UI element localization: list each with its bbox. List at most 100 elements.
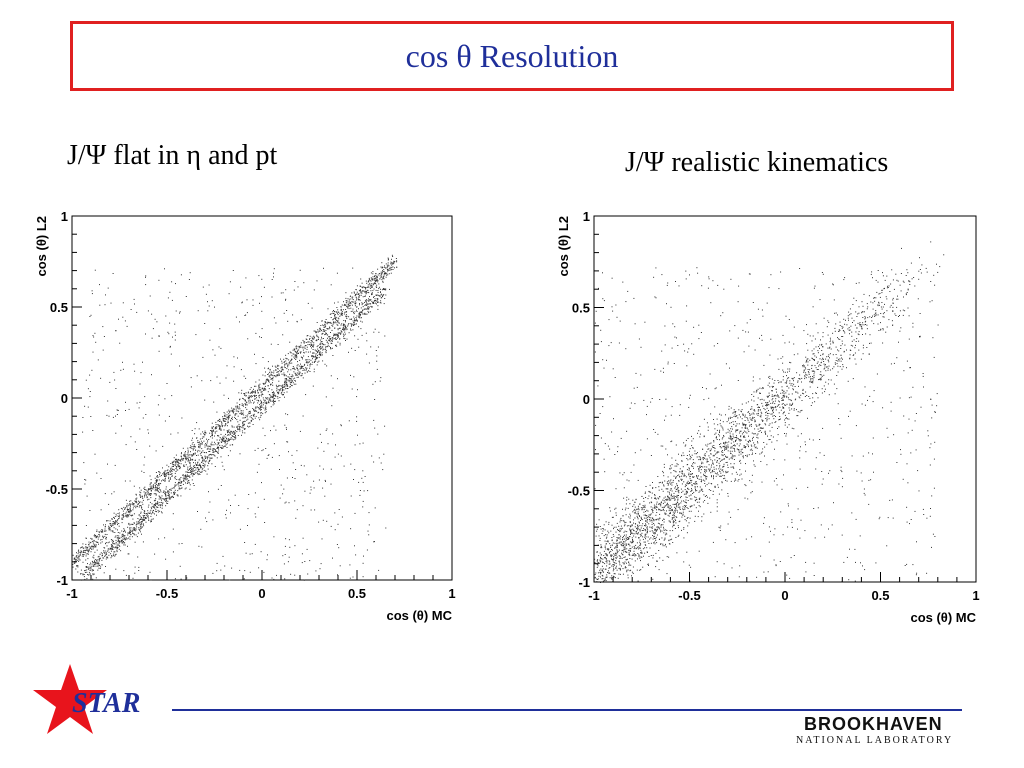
left-band1-point bbox=[391, 264, 393, 266]
right-background-point bbox=[906, 463, 908, 465]
right-background-point bbox=[693, 326, 695, 328]
right-band1-point bbox=[674, 511, 676, 513]
left-band1-point bbox=[173, 457, 175, 459]
left-band1-point bbox=[242, 405, 244, 407]
left-background-point bbox=[194, 428, 196, 430]
left-background-point bbox=[263, 571, 265, 573]
left-band1-point bbox=[191, 447, 193, 449]
left-background-point bbox=[125, 410, 126, 411]
left-band1-point bbox=[130, 500, 132, 502]
left-background-point bbox=[316, 280, 318, 282]
right-background-point bbox=[619, 472, 621, 474]
left-band1-point bbox=[90, 537, 92, 539]
left-background-point bbox=[239, 569, 241, 571]
left-band1-point bbox=[236, 402, 238, 404]
left-band1-point bbox=[125, 507, 126, 509]
right-background-point bbox=[838, 483, 840, 485]
right-background-point bbox=[865, 333, 867, 335]
right-background-point bbox=[933, 356, 935, 358]
left-band2-point bbox=[185, 477, 187, 479]
left-band1-point bbox=[316, 335, 318, 337]
right-background-point bbox=[872, 437, 874, 439]
right-band1-point bbox=[616, 556, 618, 558]
left-band1-point bbox=[117, 524, 118, 526]
left-band1-point bbox=[225, 418, 227, 420]
left-band1-point bbox=[166, 472, 168, 474]
right-band1-point bbox=[710, 442, 712, 444]
right-background-point bbox=[708, 276, 710, 278]
left-band1-point bbox=[387, 270, 389, 272]
left-background-point bbox=[130, 309, 132, 310]
left-background-point bbox=[230, 512, 231, 514]
right-background-point bbox=[899, 397, 901, 399]
right-background-point bbox=[855, 282, 857, 284]
left-background-point bbox=[172, 551, 174, 553]
left-band1-point bbox=[144, 486, 146, 488]
left-background-point bbox=[366, 549, 368, 551]
left-background-point bbox=[133, 298, 135, 300]
left-band2-point bbox=[217, 451, 219, 453]
right-background-point bbox=[685, 278, 687, 280]
left-background-point bbox=[310, 489, 312, 491]
left-band1-point bbox=[382, 280, 384, 282]
left-band1-point bbox=[248, 395, 250, 397]
left-band1-point bbox=[226, 414, 228, 416]
left-background-point bbox=[132, 530, 134, 532]
left-band2-point bbox=[239, 426, 241, 428]
left-band1-point bbox=[128, 514, 130, 515]
left-background-point bbox=[374, 399, 376, 400]
right-background-point bbox=[634, 403, 636, 405]
left-band1-point bbox=[106, 520, 108, 522]
left-background-point bbox=[139, 383, 141, 385]
left-band1-point bbox=[383, 273, 385, 274]
right-background-point bbox=[805, 444, 806, 446]
left-background-point bbox=[322, 519, 324, 521]
left-background-point bbox=[95, 341, 97, 343]
left-band1-point bbox=[164, 476, 165, 477]
left-band1-point bbox=[355, 289, 357, 290]
left-background-point bbox=[315, 570, 317, 572]
left-background-point bbox=[273, 578, 275, 580]
right-background-point bbox=[882, 275, 884, 277]
right-background-point bbox=[646, 438, 648, 440]
left-band1-point bbox=[154, 484, 156, 486]
right-background-point bbox=[840, 469, 842, 471]
right-background-point bbox=[602, 298, 604, 300]
left-band1-point bbox=[165, 476, 166, 478]
left-background-point bbox=[288, 369, 290, 371]
right-background-point bbox=[657, 433, 659, 435]
left-band1-point bbox=[245, 404, 247, 406]
right-background-point bbox=[676, 552, 678, 554]
left-band1-point bbox=[122, 516, 124, 518]
left-band1-point bbox=[371, 284, 373, 286]
left-background-point bbox=[115, 415, 116, 417]
left-band1-point bbox=[340, 313, 342, 315]
left-band1-point bbox=[96, 541, 98, 543]
right-background-point bbox=[687, 438, 689, 439]
left-band2-point bbox=[92, 569, 94, 571]
left-background-point bbox=[97, 359, 99, 361]
right-band1-point bbox=[867, 306, 869, 308]
left-band1-point bbox=[303, 352, 305, 354]
left-band2-point bbox=[128, 523, 130, 525]
left-band1-point bbox=[234, 414, 236, 416]
right-background-point bbox=[683, 561, 685, 563]
left-background-point bbox=[102, 537, 104, 539]
left-background-point bbox=[189, 488, 191, 490]
left-band1-point bbox=[177, 464, 179, 465]
left-band1-point bbox=[351, 304, 353, 306]
left-background-point bbox=[287, 320, 289, 322]
left-background-point bbox=[174, 339, 176, 341]
left-background-point bbox=[340, 424, 342, 426]
right-background-point bbox=[849, 410, 851, 412]
right-background-point bbox=[638, 338, 640, 340]
left-background-point bbox=[368, 524, 370, 526]
left-band2-point bbox=[351, 324, 353, 326]
left-band1-point bbox=[162, 467, 163, 469]
right-background-point bbox=[614, 454, 616, 455]
left-band1-point bbox=[167, 469, 169, 471]
right-band1-point bbox=[899, 310, 901, 312]
right-background-point bbox=[725, 539, 727, 541]
left-background-point bbox=[319, 465, 321, 467]
left-band1-point bbox=[249, 392, 251, 394]
